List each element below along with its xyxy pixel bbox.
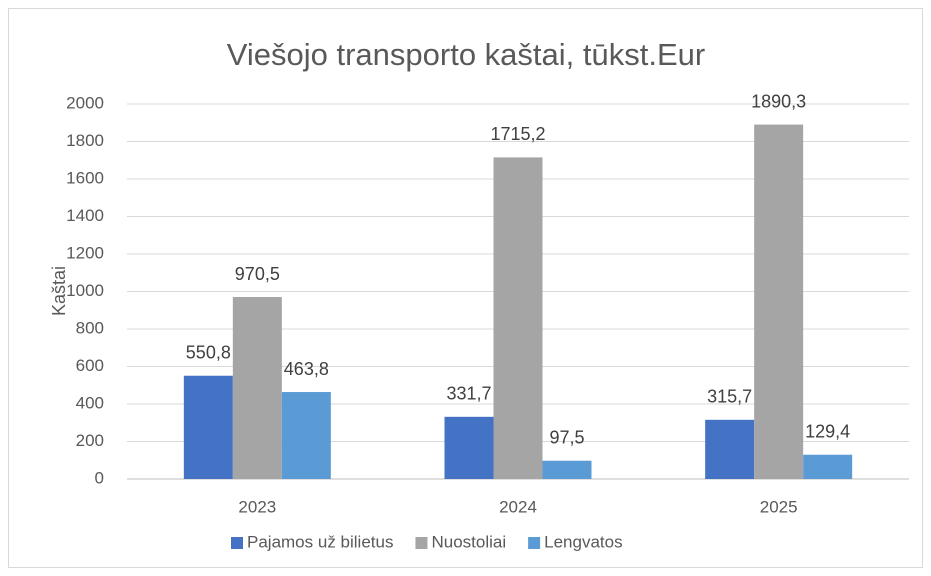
data-label: 331,7 — [446, 384, 491, 404]
y-tick-label: 1400 — [66, 206, 104, 225]
bar — [281, 392, 331, 479]
data-label: 970,5 — [235, 264, 280, 284]
data-label: 1715,2 — [490, 124, 545, 144]
data-label: 550,8 — [186, 342, 231, 362]
bar — [542, 460, 592, 479]
bar — [232, 297, 282, 479]
y-tick-label: 1200 — [66, 243, 104, 262]
data-label: 463,8 — [284, 359, 329, 379]
y-tick-label: 800 — [76, 318, 104, 337]
data-label: 1890,3 — [751, 91, 806, 111]
legend-swatch — [528, 537, 541, 549]
bar — [705, 419, 755, 479]
y-tick-label: 1800 — [66, 131, 104, 150]
legend-label: Pajamos už bilietus — [247, 532, 393, 551]
data-label: 315,7 — [707, 387, 752, 407]
y-tick-label: 200 — [76, 431, 104, 450]
y-tick-label: 400 — [76, 393, 104, 412]
x-tick-label: 2024 — [499, 497, 537, 516]
legend-swatch — [415, 537, 428, 549]
legend-label: Nuostoliai — [431, 532, 506, 551]
y-tick-label: 1000 — [66, 281, 104, 300]
data-label: 97,5 — [549, 427, 584, 447]
y-tick-label: 2000 — [66, 93, 104, 112]
bar — [444, 416, 494, 479]
legend-label: Lengvatos — [544, 532, 622, 551]
bar — [183, 375, 233, 479]
y-tick-label: 600 — [76, 356, 104, 375]
x-tick-label: 2025 — [760, 497, 798, 516]
data-label: 129,4 — [805, 421, 850, 441]
chart-title: Viešojo transporto kaštai, tūkst.Eur — [227, 37, 705, 72]
bar — [803, 454, 853, 479]
bar — [493, 157, 543, 479]
x-tick-label: 2023 — [238, 497, 276, 516]
legend-swatch — [231, 537, 243, 549]
y-axis-label: Kaštai — [49, 266, 69, 316]
bar — [754, 124, 804, 479]
y-tick-label: 0 — [95, 468, 104, 487]
y-tick-label: 1600 — [66, 168, 104, 187]
